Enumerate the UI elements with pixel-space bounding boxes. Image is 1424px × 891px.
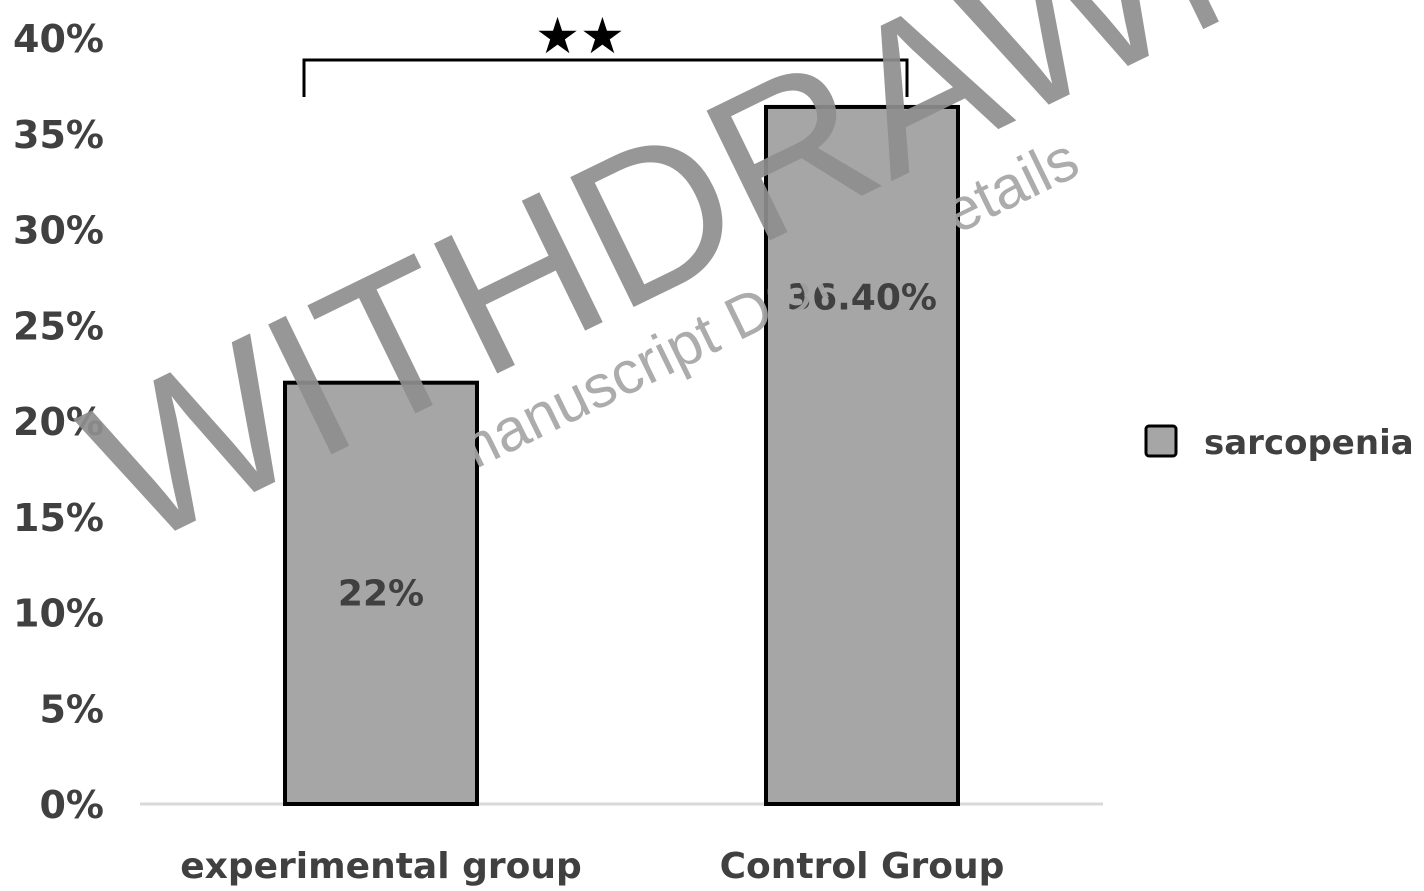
y-tick-label: 5% (39, 687, 104, 731)
significance-bracket-line (302, 58, 909, 97)
data-label: 22% (338, 573, 424, 614)
y-tick-label: 25% (13, 304, 104, 348)
significance-stars: ★★ (535, 7, 625, 65)
y-tick-label: 40% (13, 17, 104, 61)
x-category-label: Control Group (720, 846, 1005, 887)
significance-bracket: ★★ (302, 7, 909, 97)
y-tick-label: 35% (13, 113, 104, 157)
y-tick-label: 0% (39, 783, 104, 827)
watermark: WITHDRAWN see manuscript DOI for details (53, 0, 1344, 590)
data-label: 36.40% (787, 277, 937, 318)
y-tick-label: 30% (13, 209, 104, 253)
legend-label: sarcopenia (1204, 423, 1414, 463)
legend: sarcopenia (1144, 423, 1414, 463)
watermark-main: WITHDRAWN (53, 0, 1344, 590)
y-tick-label: 10% (13, 592, 104, 636)
bar (283, 380, 479, 806)
x-category-label: experimental group (180, 846, 582, 887)
bars-group: 22% 36.40% (283, 104, 960, 806)
y-tick-label: 15% (13, 496, 104, 540)
legend-swatch (1144, 424, 1178, 458)
y-tick-label: 20% (13, 400, 104, 444)
bar (764, 104, 960, 806)
y-axis: 0% 5% 10% 15% 20% 25% 30% 35% 40% (13, 17, 104, 827)
x-axis-categories: experimental group Control Group (180, 846, 1004, 887)
